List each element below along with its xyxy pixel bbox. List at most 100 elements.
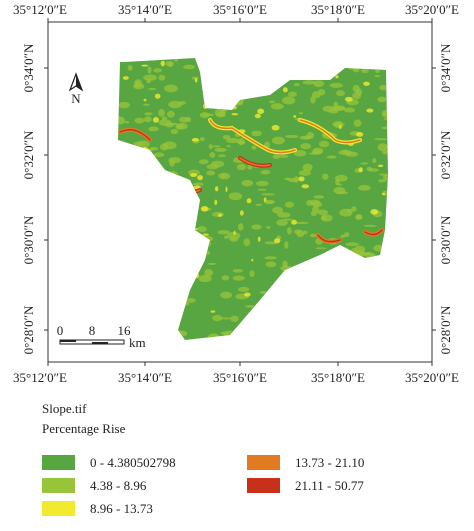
legend-label: 4.38 - 8.96 [90, 478, 147, 493]
slope-patch [295, 221, 309, 225]
slope-patch [377, 96, 387, 103]
slope-patch [342, 250, 353, 254]
slope-patch [132, 230, 140, 234]
slope-patch [119, 217, 130, 221]
slope-patch [226, 137, 240, 144]
slope-patch [119, 226, 127, 230]
slope-patch [150, 315, 159, 321]
slope-patch [298, 112, 303, 115]
slope-patch [305, 317, 315, 324]
slope-patch [186, 249, 195, 252]
slope-patch [260, 307, 273, 313]
slope-patch [202, 233, 209, 236]
slope-patch [177, 301, 190, 306]
slope-patch [196, 249, 211, 256]
slope-patch [208, 144, 213, 150]
slope-patch [227, 231, 241, 240]
slope-patch [339, 208, 353, 217]
slope-patch [276, 219, 288, 226]
slope-patch [271, 124, 280, 131]
slope-patch [124, 180, 135, 187]
scale-label: 8 [89, 323, 96, 338]
slope-patch [251, 87, 258, 94]
slope-patch [331, 106, 345, 112]
slope-patch [180, 243, 186, 247]
slope-patch [322, 327, 332, 331]
slope-patch [298, 176, 305, 182]
slope-patch [236, 140, 246, 145]
slope-patch [357, 250, 366, 257]
slope-patch [272, 154, 281, 159]
slope-patch [246, 198, 252, 204]
slope-patch [311, 314, 317, 317]
slope-patch [155, 275, 163, 278]
slope-patch [127, 165, 133, 173]
legend-label: 8.96 - 13.73 [90, 501, 153, 516]
slope-patch [293, 229, 302, 234]
slope-patch [281, 96, 296, 105]
grid-label: 35°12′0″E [13, 2, 67, 17]
slope-patch [217, 230, 230, 235]
slope-patch [293, 115, 297, 118]
slope-patch [334, 256, 341, 263]
grid-label: 0°28′0″N [438, 305, 453, 354]
slope-patch [113, 204, 117, 209]
slope-patch [330, 306, 337, 313]
slope-patch [381, 126, 388, 130]
slope-patch [334, 286, 347, 295]
slope-patch [158, 119, 172, 126]
slope-patch [304, 277, 312, 281]
slope-patch [326, 155, 337, 159]
slope-patch [235, 63, 247, 67]
slope-patch [167, 248, 174, 254]
slope-patch [207, 262, 217, 265]
slope-patch [307, 278, 313, 285]
slope-patch [183, 64, 196, 70]
slope-patch [307, 321, 312, 324]
slope-patch [157, 178, 163, 181]
slope-patch [370, 253, 376, 258]
slope-patch [352, 67, 360, 73]
slope-patch [303, 265, 317, 273]
slope-patch [282, 306, 296, 310]
slope-patch [239, 210, 244, 216]
slope-patch [247, 164, 253, 170]
slope-patch [168, 157, 181, 164]
slope-patch [384, 285, 388, 291]
slope-patch [233, 230, 236, 236]
north-arrow: N [68, 72, 84, 106]
slope-patch [350, 300, 365, 309]
slope-patch [244, 292, 251, 297]
slope-patch [288, 318, 293, 327]
slope-patch [361, 68, 369, 73]
slope-patch [282, 260, 288, 268]
slope-patch [241, 179, 254, 187]
slope-patch [278, 321, 291, 330]
slope-patch [118, 265, 120, 269]
slope-patch [220, 291, 233, 299]
slope-patch [324, 272, 333, 281]
slope-patch [166, 171, 178, 177]
slope-patch [372, 158, 377, 164]
slope-patch [199, 112, 210, 119]
slope-patch [260, 170, 271, 175]
slope-patch [308, 316, 322, 320]
slope-patch [382, 174, 388, 181]
slope-patch [148, 126, 159, 132]
slope-patch [381, 296, 387, 304]
slope-patch [153, 272, 164, 281]
slope-patch [145, 193, 150, 201]
slope-patch [277, 296, 288, 303]
slope-patch [313, 195, 325, 199]
slope-patch [257, 327, 266, 330]
slope-patch [318, 68, 321, 72]
slope-patch [145, 310, 153, 316]
slope-patch [171, 216, 179, 223]
slope-patch [315, 300, 320, 304]
slope-patch [191, 138, 199, 142]
slope-patch [209, 74, 218, 82]
grid-label: 35°18′0″E [311, 2, 365, 17]
slope-patch [144, 116, 152, 123]
slope-patch [286, 288, 292, 297]
slope-patch [318, 140, 330, 148]
